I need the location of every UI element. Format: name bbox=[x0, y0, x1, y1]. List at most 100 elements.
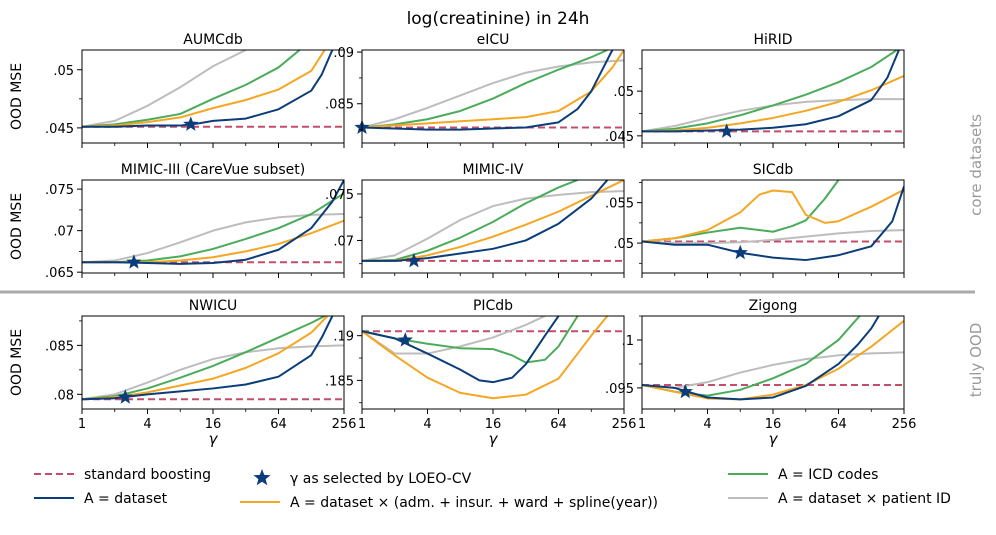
y-tick-label: .1 bbox=[622, 334, 634, 349]
series-line-dataset bbox=[82, 180, 344, 265]
panel-mimic-iv: MIMIC-IV .07 .075 bbox=[325, 162, 625, 278]
series-line-patient bbox=[362, 316, 546, 355]
x-tick-label: 4 bbox=[703, 417, 711, 432]
panel-mimic-iii-carevue-subset: MIMIC-III (CareVue subset) .065 .07 .075 OOD… bbox=[9, 162, 345, 281]
x-tick-label: 16 bbox=[765, 417, 782, 432]
legend-label: A = dataset × (adm. + insur. + ward + sp… bbox=[290, 495, 658, 511]
legend-item-adm: A = dataset × (adm. + insur. + ward + sp… bbox=[240, 495, 658, 511]
legend-item-baseline: standard boosting bbox=[34, 467, 211, 483]
series-line-dataset bbox=[82, 50, 334, 128]
legend-item-dataset: A = dataset bbox=[34, 491, 168, 507]
panels: AUMCdb .045 .05 OOD MSE eICU .085 .09 HiRID .045… bbox=[9, 32, 916, 448]
x-tick-label: 64 bbox=[270, 417, 287, 432]
y-tick-label: .05 bbox=[613, 237, 634, 252]
star-marker bbox=[397, 332, 413, 347]
y-tick-label: .19 bbox=[333, 330, 354, 345]
legend-label: A = dataset × patient ID bbox=[778, 491, 951, 507]
series-line-dataset bbox=[642, 186, 904, 262]
series-line-icd bbox=[642, 50, 898, 133]
panel-title-zigong: Zigong bbox=[749, 298, 798, 314]
y-axis-label: OOD MSE bbox=[9, 63, 25, 130]
panel-eicu: eICU .085 .09 bbox=[325, 32, 625, 148]
x-tick-label: 4 bbox=[423, 417, 431, 432]
x-tick-label: 64 bbox=[550, 417, 567, 432]
panel-title-aumcdb: AUMCdb bbox=[183, 32, 243, 48]
y-tick-label: .185 bbox=[325, 374, 354, 389]
y-tick-label: .075 bbox=[45, 183, 74, 198]
panel-hirid: HiRID .045 .05 bbox=[605, 32, 905, 148]
legend-label: γ as selected by LOEO-CV bbox=[290, 471, 472, 487]
x-tick-label: 64 bbox=[830, 417, 847, 432]
panel-title-sicdb: SICdb bbox=[753, 162, 794, 178]
series-line-patient bbox=[82, 344, 344, 401]
series-line-patient bbox=[642, 229, 904, 245]
panel-zigong: Zigong 1 4 16 64 256 .095 .1 γ bbox=[605, 298, 916, 448]
legend-label: A = dataset bbox=[84, 491, 168, 507]
x-axis-label: γ bbox=[769, 430, 779, 448]
plot-area-eicu bbox=[362, 50, 624, 131]
y-tick-label: .07 bbox=[333, 234, 354, 249]
plot-area-sicdb bbox=[642, 180, 904, 262]
plot-area-aumcdb bbox=[82, 50, 344, 128]
x-tick-label: 16 bbox=[205, 417, 222, 432]
x-tick-label: 1 bbox=[638, 417, 646, 432]
panel-sicdb: SICdb .05 .055 bbox=[605, 162, 905, 278]
legend-item-star: γ as selected by LOEO-CV bbox=[253, 469, 472, 487]
series-line-adm bbox=[362, 50, 624, 129]
legend: standard boosting γ as selected by LOEO-C… bbox=[34, 467, 951, 511]
panel-frame bbox=[361, 315, 625, 410]
plot-area-hirid bbox=[642, 50, 904, 133]
panel-title-hirid: HiRID bbox=[753, 32, 792, 48]
series-line-icd bbox=[642, 180, 840, 243]
star-marker bbox=[183, 116, 199, 131]
series-line-adm bbox=[642, 75, 904, 133]
series-line-patient bbox=[362, 190, 624, 262]
panel-title-mimic-iii-carevue-subset: MIMIC-III (CareVue subset) bbox=[121, 162, 305, 178]
plot-area-nwicu bbox=[82, 316, 344, 401]
legend-star-icon bbox=[253, 469, 271, 486]
plot-area-mimic-iv bbox=[362, 180, 624, 262]
series-line-patient bbox=[82, 50, 247, 128]
y-tick-label: .05 bbox=[53, 64, 74, 79]
star-marker bbox=[719, 123, 735, 138]
panel-title-nwicu: NWICU bbox=[189, 298, 237, 314]
y-tick-label: .095 bbox=[605, 382, 634, 397]
y-tick-label: .045 bbox=[45, 122, 74, 137]
series-line-dataset bbox=[642, 50, 900, 133]
y-tick-label: .08 bbox=[53, 388, 74, 403]
series-line-icd bbox=[362, 50, 608, 129]
series-line-adm bbox=[82, 219, 344, 264]
x-tick-label: 16 bbox=[485, 417, 502, 432]
series-line-dataset bbox=[362, 50, 614, 131]
y-tick-label: .085 bbox=[325, 98, 354, 113]
star-marker bbox=[732, 244, 748, 260]
x-axis-label: γ bbox=[209, 430, 219, 448]
series-line-dataset bbox=[362, 180, 609, 262]
series-line-patient bbox=[362, 59, 624, 129]
y-tick-label: .09 bbox=[333, 46, 354, 61]
legend-label: A = ICD codes bbox=[778, 467, 878, 483]
star-marker bbox=[117, 389, 133, 404]
group-label-ood: truly OOD bbox=[967, 323, 985, 398]
y-tick-label: .055 bbox=[605, 197, 634, 212]
legend-item-patient: A = dataset × patient ID bbox=[728, 491, 951, 507]
panel-title-eicu: eICU bbox=[477, 32, 510, 48]
panel-nwicu: NWICU 1 4 16 64 256 .08 .085 OOD MSE γ bbox=[9, 298, 356, 448]
series-line-dataset bbox=[642, 316, 880, 401]
y-axis-label: OOD MSE bbox=[9, 193, 25, 260]
x-tick-label: 256 bbox=[612, 417, 637, 432]
series-line-adm bbox=[362, 316, 609, 400]
series-line-icd bbox=[82, 316, 326, 401]
series-line-dataset bbox=[362, 316, 560, 384]
star-marker bbox=[677, 383, 693, 399]
plot-area-mimic-iii-carevue-subset bbox=[82, 180, 344, 265]
panel-frame bbox=[81, 49, 345, 144]
series-line-adm bbox=[642, 188, 904, 243]
series-line-icd bbox=[82, 192, 344, 264]
star-marker bbox=[406, 252, 422, 268]
y-tick-label: .065 bbox=[45, 266, 74, 281]
x-tick-label: 1 bbox=[358, 417, 366, 432]
plot-area-picdb bbox=[362, 316, 624, 400]
series-line-patient bbox=[642, 351, 904, 389]
